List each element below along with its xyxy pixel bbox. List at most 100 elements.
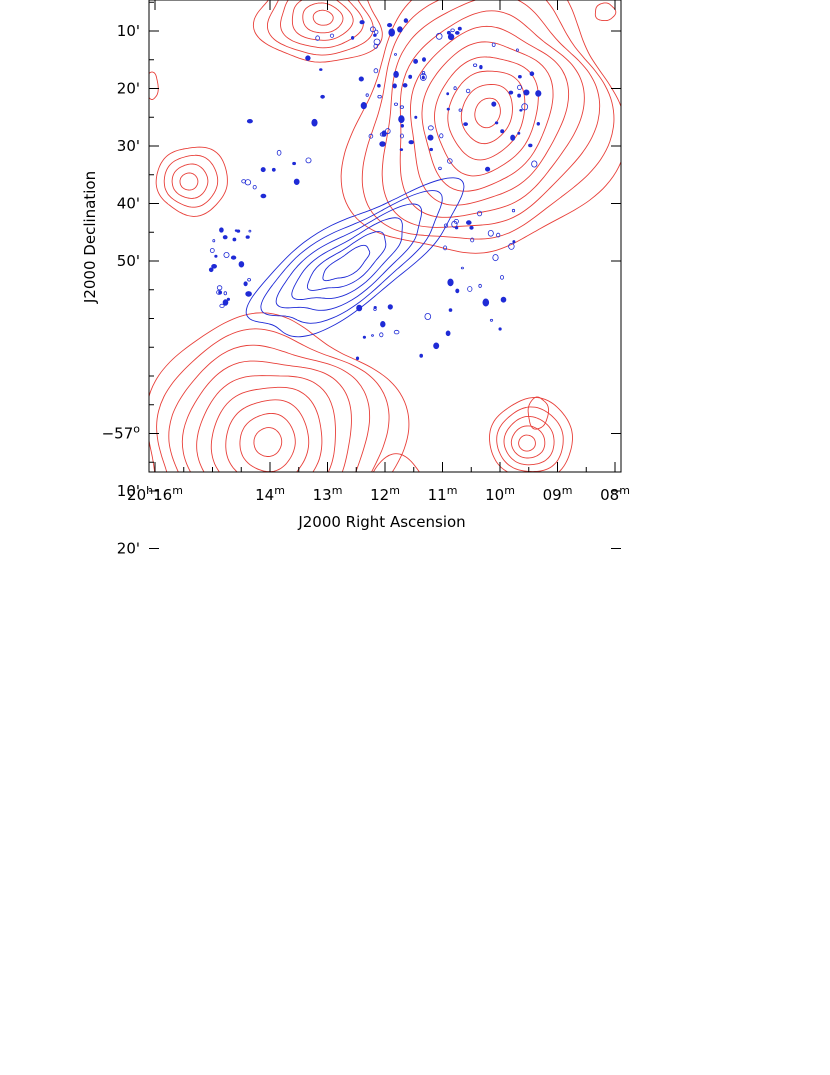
blue-point-source	[393, 102, 398, 106]
blue-point-source	[427, 134, 434, 141]
red-contour-layer	[149, 0, 621, 472]
blue-point-source	[463, 122, 469, 126]
red-contour-1-3	[399, 10, 585, 218]
red-contour-0-3	[291, 0, 354, 41]
blue-point-source	[500, 296, 507, 303]
plot-area	[149, 0, 621, 472]
blue-point-source	[208, 267, 214, 273]
blue-point-source	[260, 193, 267, 199]
red-contour-1-0	[340, 0, 621, 254]
blue-point-source	[362, 335, 366, 339]
blue-point-source	[439, 133, 444, 139]
blue-point-source	[373, 307, 377, 311]
blue-point-source	[443, 223, 449, 228]
blue-point-source	[433, 342, 440, 350]
red-contour-0-4	[302, 2, 344, 34]
y-tick-label-3: 40'	[117, 195, 140, 213]
blue-contour-3	[291, 217, 403, 300]
blue-point-source	[419, 73, 427, 81]
blue-point-source	[358, 76, 364, 82]
blue-point-source	[292, 161, 297, 166]
blue-point-source	[478, 283, 482, 288]
blue-point-source	[386, 22, 393, 28]
y-tick-label-1: 20'	[117, 80, 140, 98]
blue-point-source	[491, 101, 497, 107]
blue-contour-layer	[245, 177, 465, 338]
blue-point-source	[469, 225, 474, 230]
blue-point-source	[305, 157, 312, 164]
blue-point-source	[510, 134, 516, 141]
blue-point-source	[521, 103, 529, 111]
blue-point-source	[465, 88, 471, 94]
blue-point-source	[241, 179, 247, 184]
x-tick-label-7: 08m	[600, 484, 630, 504]
blue-point-source	[400, 124, 404, 128]
blue-point-source	[455, 288, 460, 294]
red-contour-0-1	[267, 0, 374, 56]
red-contour-4-4	[518, 434, 536, 452]
blue-contour-5	[322, 244, 371, 282]
blue-point-source	[498, 327, 502, 331]
blue-point-source	[518, 74, 522, 79]
blue-point-source	[393, 70, 399, 78]
red-contour-extra-1	[594, 2, 617, 22]
blue-point-source	[529, 71, 535, 76]
blue-point-source	[445, 330, 451, 337]
red-contour-2-3	[181, 360, 352, 472]
blue-point-source	[388, 28, 396, 37]
blue-point-source	[293, 178, 300, 185]
blue-point-source	[472, 63, 478, 67]
blue-point-source	[359, 20, 365, 25]
red-contour-1-9	[474, 97, 501, 129]
blue-point-source	[369, 26, 376, 33]
blue-point-source	[457, 26, 462, 31]
blue-point-source	[414, 115, 418, 119]
blue-point-source	[373, 33, 377, 37]
blue-point-source	[458, 108, 462, 112]
red-contour-3-3	[179, 172, 199, 191]
blue-point-source	[512, 240, 516, 244]
blue-point-source	[243, 281, 248, 287]
blue-point-source	[494, 121, 499, 125]
blue-point-source	[508, 242, 515, 250]
red-contour-0-2	[280, 0, 364, 49]
blue-point-source	[492, 254, 499, 262]
blue-point-source	[448, 308, 453, 312]
red-contour-extra-2	[527, 396, 550, 430]
red-contour-2-2	[168, 344, 371, 472]
x-tick-label-1: 14m	[255, 484, 285, 504]
x-axis-title: J2000 Right Ascension	[297, 513, 465, 531]
blue-point-source	[419, 353, 424, 358]
x-tick-label-3: 12m	[370, 484, 400, 504]
blue-point-source	[247, 278, 252, 282]
blue-point-source	[373, 43, 378, 49]
blue-point-source	[477, 210, 483, 217]
blue-point-source	[467, 286, 473, 292]
red-contour-0-5	[312, 9, 334, 26]
x-tick-label-2: 13m	[313, 484, 343, 504]
red-contour-2-1	[156, 328, 390, 472]
blue-point-source	[523, 89, 530, 96]
red-contour-4-0	[489, 397, 573, 472]
blue-point-source	[350, 36, 355, 40]
blue-point-source	[329, 33, 335, 38]
blue-point-source	[470, 237, 475, 243]
red-contour-1-6	[434, 56, 539, 177]
blue-point-source	[319, 68, 323, 71]
blue-point-source	[399, 148, 404, 152]
blue-point-source	[238, 261, 245, 268]
blue-point-source	[454, 31, 460, 35]
y-axis-ticks: 10' 20' 30' 40' 50' −57o 10' 20'	[102, 1, 621, 558]
y-tick-label-5: −57o	[102, 423, 141, 443]
blue-point-source	[489, 318, 494, 322]
blue-point-source	[360, 102, 367, 110]
blue-point-source	[216, 289, 222, 295]
red-contour-0-0	[252, 0, 383, 63]
red-contour-2-5	[210, 386, 323, 472]
blue-point-source	[496, 232, 501, 238]
y-axis-title: J2000 Declination	[81, 171, 99, 304]
blue-point-source	[248, 229, 252, 233]
blue-point-source	[245, 291, 252, 297]
blue-contour-4	[306, 231, 387, 291]
y-tick-label-2: 30'	[117, 137, 140, 155]
